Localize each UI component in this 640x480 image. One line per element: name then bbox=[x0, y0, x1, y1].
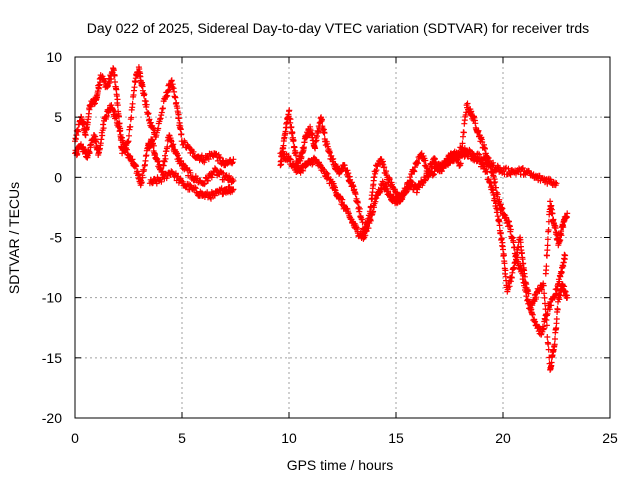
series-trace-e bbox=[277, 147, 571, 373]
y-tick-label: 10 bbox=[46, 49, 62, 65]
x-tick-label: 0 bbox=[71, 430, 79, 446]
x-tick-label: 10 bbox=[281, 430, 297, 446]
y-axis-label: SDTVAR / TECUs bbox=[6, 182, 22, 294]
series-markers bbox=[146, 168, 237, 202]
x-tick-label: 20 bbox=[495, 430, 511, 446]
series-trace-g bbox=[542, 198, 571, 277]
series-markers bbox=[277, 147, 571, 373]
series-trace-f bbox=[457, 144, 560, 189]
x-tick-label: 15 bbox=[388, 430, 404, 446]
y-tick-label: 0 bbox=[54, 169, 62, 185]
series-markers bbox=[457, 144, 560, 189]
y-tick-label: -15 bbox=[42, 350, 62, 366]
chart-title: Day 022 of 2025, Sidereal Day-to-day VTE… bbox=[87, 20, 589, 36]
y-tick-label: -10 bbox=[42, 290, 62, 306]
y-tick-label: 5 bbox=[54, 109, 62, 125]
y-tick-label: -20 bbox=[42, 410, 62, 426]
series-markers bbox=[542, 198, 571, 277]
x-tick-label: 25 bbox=[602, 430, 618, 446]
series-trace-c bbox=[146, 168, 237, 202]
x-axis-label: GPS time / hours bbox=[287, 457, 394, 473]
ticks: 0 5 10 15 20 25 -20 -15 -10 -5 0 5 10 bbox=[42, 49, 618, 446]
data-points bbox=[72, 64, 571, 373]
y-tick-label: -5 bbox=[50, 230, 63, 246]
x-tick-label: 5 bbox=[178, 430, 186, 446]
